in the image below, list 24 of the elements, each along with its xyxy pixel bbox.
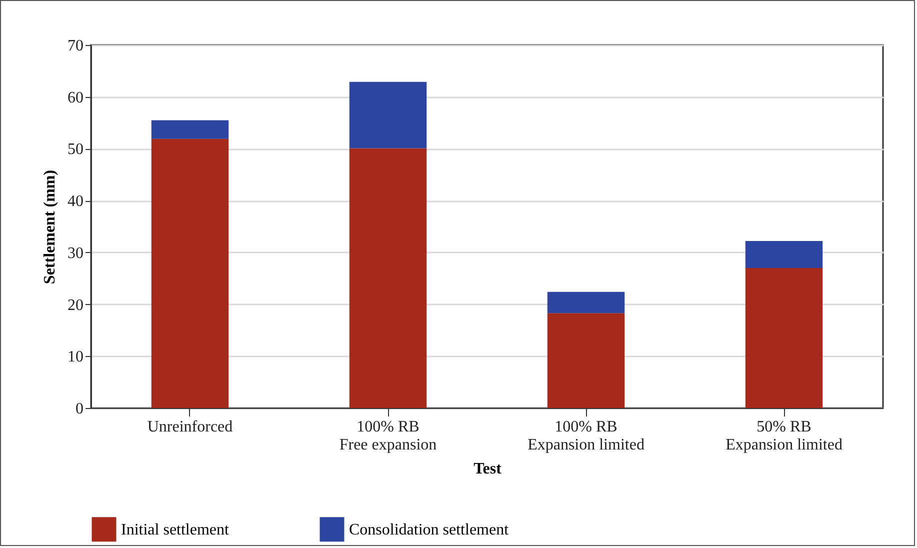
x-tick-label: 100% RB Expansion limited: [528, 418, 644, 454]
y-tick-label: 70: [68, 38, 84, 54]
bar: [349, 148, 427, 408]
bar: [151, 120, 229, 139]
y-tick-label: 0: [76, 400, 84, 418]
y-axis-title: Settlement (mm): [42, 170, 58, 284]
x-tick-label: Unreinforced: [147, 418, 233, 436]
y-tick-label: 10: [68, 348, 84, 366]
bar: [349, 82, 427, 148]
x-tick-label: 50% RB Expansion limited: [726, 418, 842, 454]
bar: [151, 138, 229, 408]
bar: [547, 313, 625, 408]
x-axis-title: Test: [474, 460, 502, 478]
bar: [745, 268, 823, 408]
legend-label: Initial settlement: [121, 521, 230, 538]
bar: [547, 292, 625, 314]
x-tick-label: 100% RB Free expansion: [339, 418, 437, 454]
y-tick-label: 30: [68, 244, 84, 262]
y-tick-label: 20: [68, 296, 84, 314]
y-tick-label: 50: [68, 141, 84, 158]
y-tick-label: 60: [68, 89, 84, 106]
y-tick-label: 40: [68, 193, 84, 210]
legend-label: Consolidation settlement: [349, 521, 510, 538]
bar: [745, 241, 823, 268]
